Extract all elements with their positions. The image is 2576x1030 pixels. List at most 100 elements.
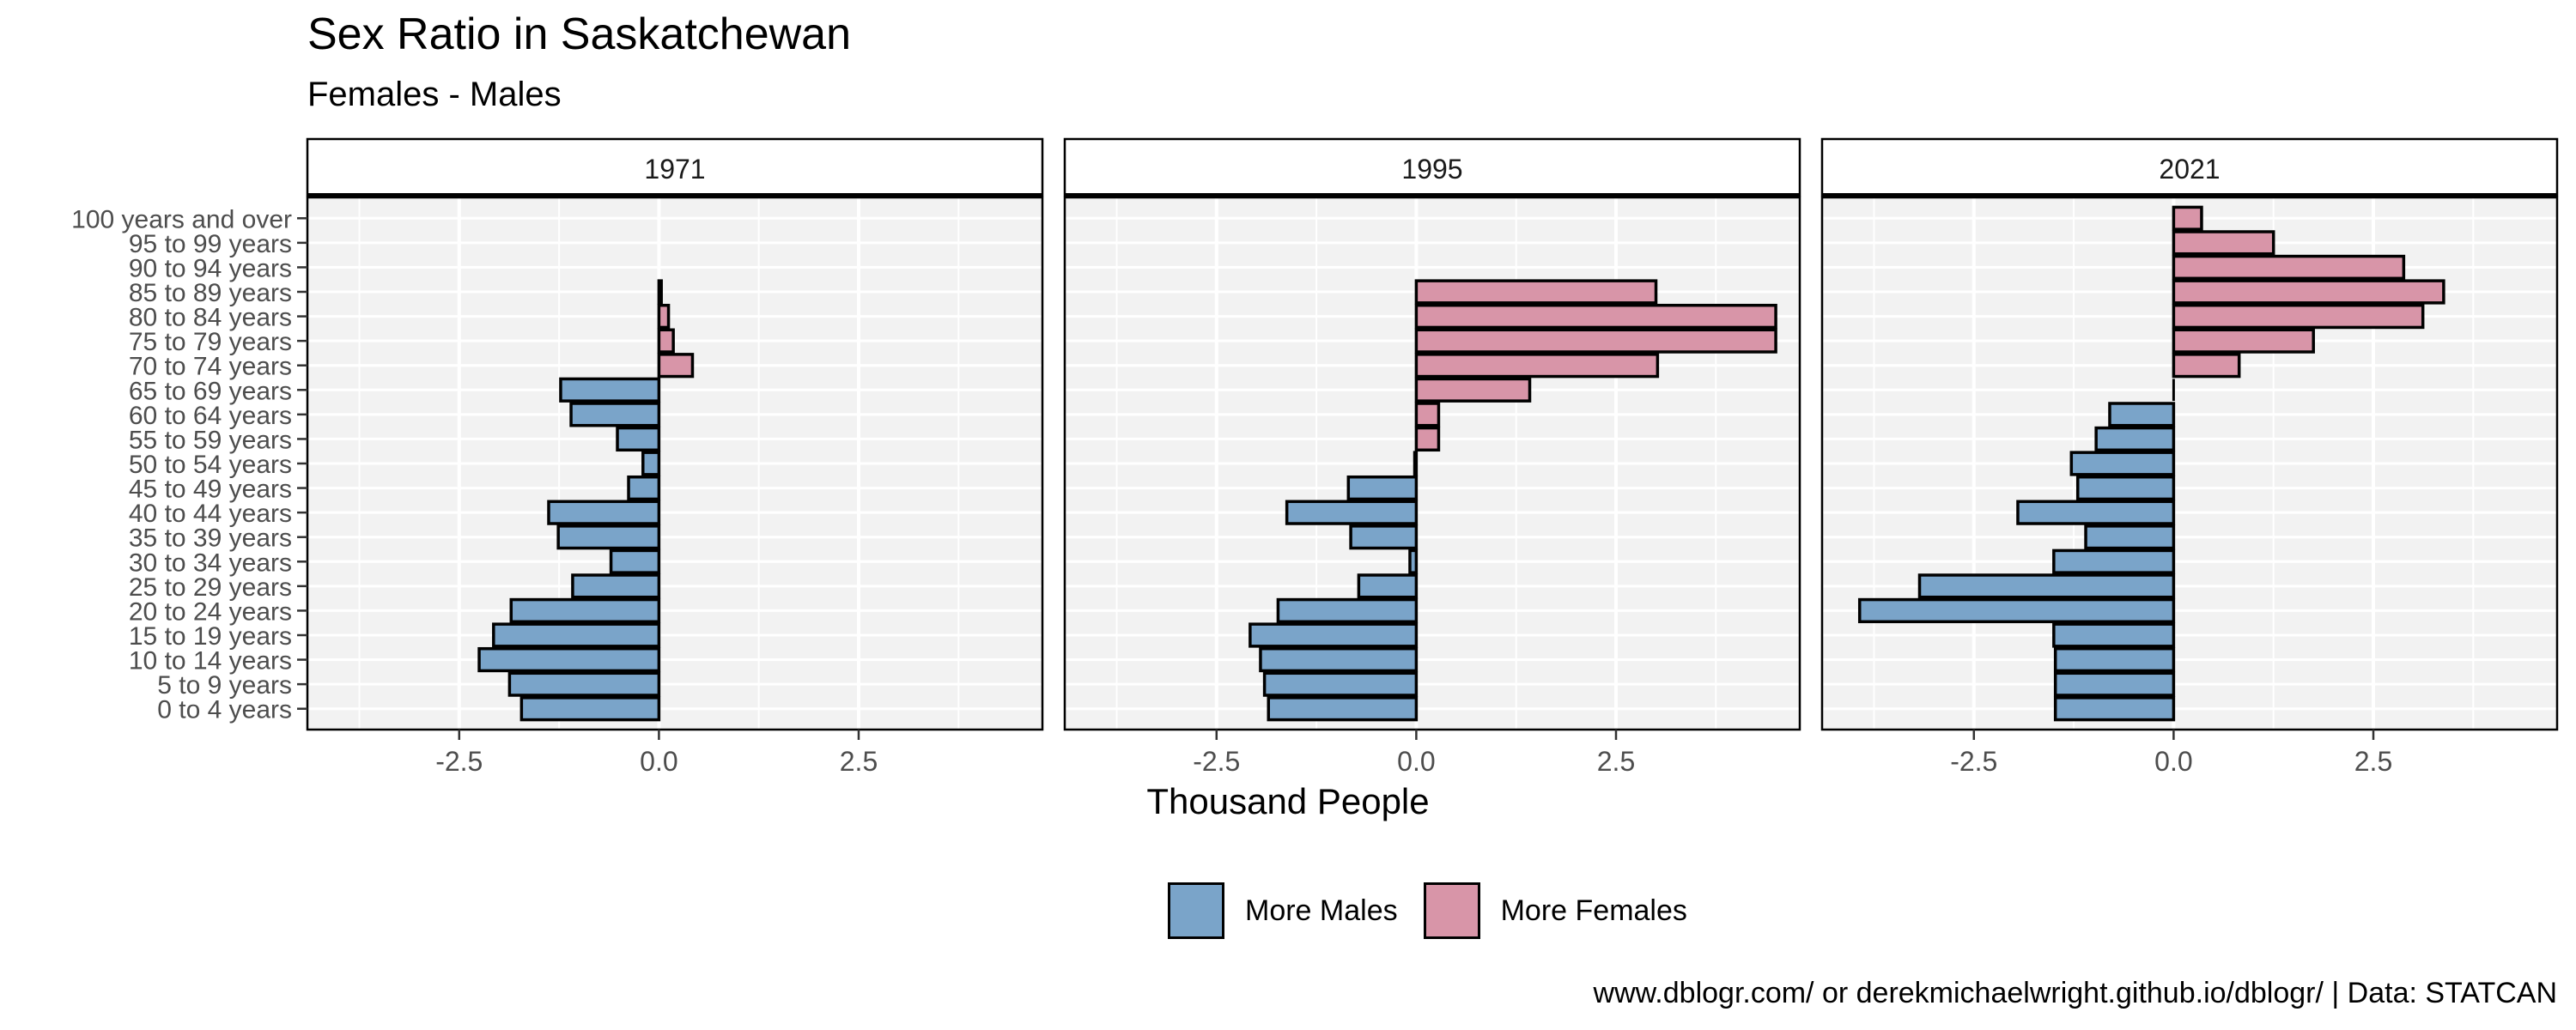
y-tick-label: 40 to 44 years bbox=[129, 500, 292, 528]
bar bbox=[2053, 671, 2176, 697]
caption: www.dblogr.com/ or derekmichaelwright.gi… bbox=[1593, 977, 2557, 1009]
bar bbox=[2016, 500, 2176, 525]
bar bbox=[2094, 426, 2176, 452]
facet-label-2021: 2021 bbox=[2159, 154, 2220, 185]
facet-label-1971: 1971 bbox=[644, 154, 705, 185]
bar bbox=[2108, 402, 2176, 427]
bar bbox=[2053, 646, 2176, 673]
bar bbox=[2052, 548, 2176, 574]
facet-label-1995: 1995 bbox=[1401, 154, 1462, 185]
y-tick-label: 90 to 94 years bbox=[129, 254, 292, 282]
bar bbox=[2172, 353, 2241, 379]
legend-item-more-females: More Females bbox=[1423, 882, 1687, 939]
y-tick-label: 100 years and over bbox=[71, 205, 292, 233]
bar bbox=[1357, 573, 1419, 599]
bar bbox=[2172, 279, 2445, 305]
legend-item-more-males: More Males bbox=[1168, 882, 1398, 939]
x-tick-label: 0.0 bbox=[640, 746, 677, 772]
bar bbox=[477, 646, 661, 673]
y-tick-label: 60 to 64 years bbox=[129, 402, 292, 430]
x-tick-label: -2.5 bbox=[1193, 746, 1240, 772]
y-tick-label: 55 to 59 years bbox=[129, 426, 292, 454]
bar bbox=[1413, 451, 1419, 476]
bar bbox=[1414, 328, 1777, 354]
y-tick-label: 5 to 9 years bbox=[157, 671, 292, 700]
bar bbox=[616, 426, 661, 452]
y-tick-label: 65 to 69 years bbox=[129, 377, 292, 405]
bar bbox=[569, 402, 661, 427]
facet-strip-1971 bbox=[306, 137, 1044, 197]
chart-area: 1971 -2.5 0.0 2.5 1995 -2.5 0.0 2.5 2021 -2.5 0.0 2… bbox=[71, 137, 2559, 772]
bar bbox=[509, 597, 661, 624]
y-tick-label: 45 to 49 years bbox=[129, 476, 292, 504]
y-tick-label: 50 to 54 years bbox=[129, 451, 292, 479]
bar bbox=[2053, 696, 2176, 722]
x-tick-label: -2.5 bbox=[435, 746, 483, 772]
bar bbox=[1414, 353, 1660, 379]
bar bbox=[571, 573, 661, 599]
y-tick-label: 95 to 99 years bbox=[129, 230, 292, 258]
x-tick-label: 0.0 bbox=[1397, 746, 1435, 772]
y-tick-label: 35 to 39 years bbox=[129, 524, 292, 553]
x-tick-label: -2.5 bbox=[1950, 746, 1997, 772]
chart-title: Sex Ratio in Saskatchewan bbox=[307, 9, 852, 59]
bar bbox=[657, 353, 695, 379]
bar bbox=[1414, 279, 1658, 305]
x-axis-label: Thousand People bbox=[1146, 781, 1430, 821]
y-tick-label: 75 to 79 years bbox=[129, 328, 292, 356]
bar bbox=[547, 500, 661, 525]
bar bbox=[2172, 254, 2406, 281]
bar bbox=[507, 671, 661, 697]
bar bbox=[1267, 696, 1419, 722]
bar bbox=[1414, 303, 1777, 330]
chart-subtitle: Females - Males bbox=[307, 76, 562, 113]
bar bbox=[2052, 622, 2176, 648]
legend-label-more-females: More Females bbox=[1500, 894, 1687, 927]
bar bbox=[1917, 573, 2176, 599]
bar bbox=[1346, 475, 1419, 501]
bar bbox=[1349, 524, 1419, 550]
bar bbox=[556, 524, 661, 550]
bar bbox=[1276, 597, 1419, 624]
y-tick-label: 30 to 34 years bbox=[129, 548, 292, 577]
bar bbox=[492, 622, 661, 648]
y-tick-label: 10 to 14 years bbox=[129, 647, 292, 676]
x-tick-label: 2.5 bbox=[2354, 746, 2392, 772]
bar bbox=[2075, 475, 2176, 501]
bar bbox=[657, 328, 675, 354]
y-tick-label: 20 to 24 years bbox=[129, 597, 292, 626]
bar bbox=[1414, 426, 1441, 452]
bar bbox=[1414, 377, 1532, 403]
bar bbox=[657, 279, 663, 305]
facet-strip-1995 bbox=[1063, 137, 1801, 197]
bar bbox=[627, 475, 661, 501]
x-tick-label: 2.5 bbox=[840, 746, 878, 772]
legend: More Males More Females bbox=[1168, 882, 1713, 939]
legend-swatch-more-males bbox=[1168, 882, 1224, 939]
y-tick-label: 80 to 84 years bbox=[129, 304, 292, 332]
bar bbox=[2172, 303, 2425, 330]
bar bbox=[2069, 451, 2176, 476]
y-tick-label: 0 to 4 years bbox=[157, 696, 292, 724]
y-tick-label: 25 to 29 years bbox=[129, 573, 292, 602]
y-tick-label: 85 to 89 years bbox=[129, 279, 292, 307]
legend-label-more-males: More Males bbox=[1245, 894, 1398, 927]
bar bbox=[2172, 230, 2275, 256]
bar bbox=[1259, 646, 1419, 673]
bar bbox=[1857, 597, 2176, 624]
y-tick-label: 15 to 19 years bbox=[129, 622, 292, 651]
x-tick-label: 0.0 bbox=[2154, 746, 2192, 772]
facet-strip-2021 bbox=[1820, 137, 2559, 197]
bar bbox=[2172, 328, 2315, 354]
x-tick-label: 2.5 bbox=[1597, 746, 1635, 772]
legend-swatch-more-females bbox=[1423, 882, 1480, 939]
bar bbox=[657, 303, 671, 330]
bar bbox=[641, 451, 661, 476]
bar bbox=[2172, 205, 2203, 231]
y-tick-label: 70 to 74 years bbox=[129, 353, 292, 381]
bar bbox=[1414, 402, 1441, 427]
bar bbox=[519, 696, 661, 722]
bar bbox=[609, 548, 661, 574]
bar bbox=[1262, 671, 1419, 697]
bar bbox=[1249, 622, 1419, 648]
